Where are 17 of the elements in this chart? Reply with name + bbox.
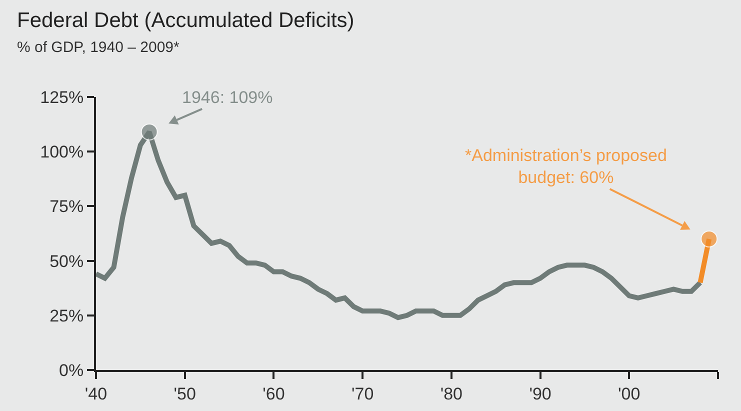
annotation: *Administration’s proposed budget: 60%	[465, 146, 667, 188]
x-tick-label: '60	[262, 384, 285, 404]
y-tick-label: 50%	[50, 252, 84, 271]
chart-title: Federal Debt (Accumulated Deficits)	[17, 9, 354, 32]
x-tick-label: '50	[174, 384, 196, 404]
y-tick-label: 25%	[50, 306, 84, 326]
y-tick-label: 0%	[59, 360, 84, 380]
x-tick-label: '70	[351, 384, 374, 404]
x-tick-label: '40	[84, 384, 108, 404]
x-tick-label: '80	[440, 384, 463, 404]
y-tick-label: 100%	[40, 142, 84, 162]
y-tick-label: 125%	[40, 88, 84, 107]
annotation: 1946: 109%	[182, 88, 273, 107]
x-tick-label: '00	[618, 384, 640, 404]
x-tick-label: '90	[529, 384, 552, 404]
chart-subtitle: % of GDP, 1940 – 2009*	[17, 39, 180, 56]
y-tick-label: 75%	[50, 197, 84, 216]
